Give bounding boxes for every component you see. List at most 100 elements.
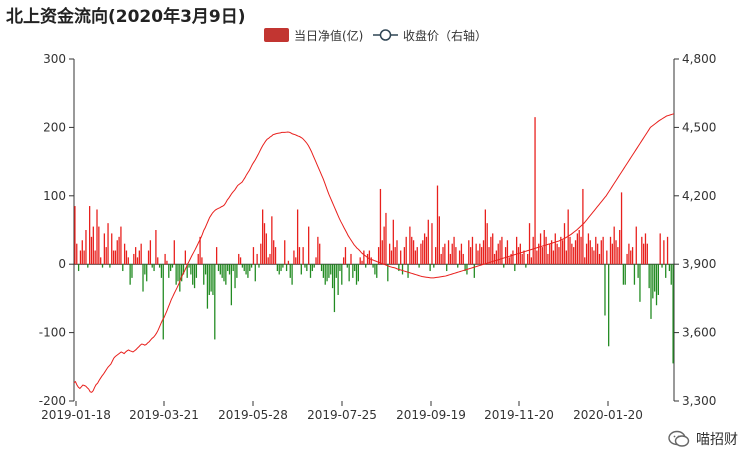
line-group	[73, 113, 675, 393]
bar	[225, 264, 227, 285]
bar	[598, 253, 601, 265]
bar	[287, 260, 290, 265]
bar	[157, 257, 159, 265]
bar	[120, 226, 122, 265]
bar	[186, 264, 188, 278]
right-tick-label: 4,200	[682, 189, 716, 203]
bar	[317, 236, 319, 265]
bar	[131, 264, 133, 278]
bar	[361, 260, 363, 265]
bar	[446, 264, 448, 272]
bar	[479, 243, 481, 265]
legend-bar-label: 当日净值(亿)	[294, 28, 363, 43]
bar	[576, 233, 579, 265]
bar	[665, 264, 667, 278]
bar	[354, 264, 356, 272]
bar	[519, 243, 521, 265]
bar	[381, 240, 383, 265]
bar	[192, 264, 194, 285]
bar	[90, 236, 93, 265]
bar	[451, 243, 453, 265]
bar	[330, 264, 332, 275]
bar	[136, 257, 139, 265]
bar	[602, 236, 604, 265]
bar	[492, 233, 494, 265]
bar	[238, 253, 240, 265]
bar	[232, 264, 234, 272]
bar	[411, 236, 413, 265]
bar	[276, 264, 279, 272]
bar	[481, 247, 483, 265]
bar	[324, 264, 326, 285]
bar	[221, 264, 223, 278]
bar	[447, 240, 450, 265]
bar	[670, 264, 672, 285]
bar	[114, 250, 117, 265]
bar	[357, 264, 359, 282]
bar	[96, 209, 98, 265]
bar	[368, 250, 371, 265]
bar	[639, 264, 641, 302]
bar	[269, 253, 271, 265]
bar	[127, 257, 129, 265]
bar	[249, 264, 251, 272]
bar	[273, 240, 275, 265]
bar	[457, 264, 459, 268]
bar	[337, 264, 339, 295]
bar	[296, 209, 299, 265]
bar	[611, 243, 613, 265]
bar	[376, 264, 378, 278]
bar	[473, 264, 475, 278]
bar	[405, 236, 407, 265]
bar	[289, 264, 291, 278]
bar	[490, 236, 492, 265]
bar	[166, 260, 168, 265]
left-tick-label: 300	[43, 52, 66, 66]
bar	[103, 233, 106, 265]
bar	[322, 264, 325, 278]
bar	[199, 236, 201, 265]
bar	[593, 250, 595, 265]
bar	[608, 264, 610, 347]
bar	[181, 264, 183, 282]
bar	[655, 264, 658, 306]
bar	[469, 247, 472, 265]
bar	[538, 243, 540, 265]
bar	[661, 264, 663, 268]
bar	[580, 236, 582, 265]
bar	[455, 247, 457, 265]
x-tick-label: 2020-01-20	[573, 408, 643, 422]
bar	[319, 243, 321, 265]
bar	[631, 247, 634, 265]
bar	[418, 264, 420, 268]
bar	[374, 264, 376, 275]
x-tick-label: 2019-03-21	[129, 408, 199, 422]
bar	[247, 264, 249, 278]
bar	[574, 240, 577, 265]
bar	[401, 264, 404, 275]
left-tick-label: 200	[43, 120, 66, 134]
bar	[203, 264, 205, 285]
bar	[615, 240, 617, 265]
bar	[328, 264, 330, 278]
bar	[578, 230, 580, 265]
left-tick-label: 100	[43, 189, 66, 203]
bar	[182, 264, 185, 275]
bar	[118, 236, 120, 265]
bar	[223, 264, 225, 282]
axes: -200 -100 0 100 200 300 3,300 3,600 3,900 4,200 4,…	[39, 52, 717, 422]
bar	[346, 264, 348, 268]
bar	[626, 253, 628, 265]
bar	[624, 264, 626, 285]
bar	[543, 230, 545, 265]
bar	[188, 264, 190, 268]
bar	[499, 240, 501, 265]
bar	[648, 264, 650, 289]
bar	[308, 226, 310, 265]
bar	[105, 247, 107, 265]
bar	[503, 264, 505, 268]
bar	[429, 264, 431, 272]
bar	[241, 264, 244, 268]
bar	[227, 264, 229, 272]
